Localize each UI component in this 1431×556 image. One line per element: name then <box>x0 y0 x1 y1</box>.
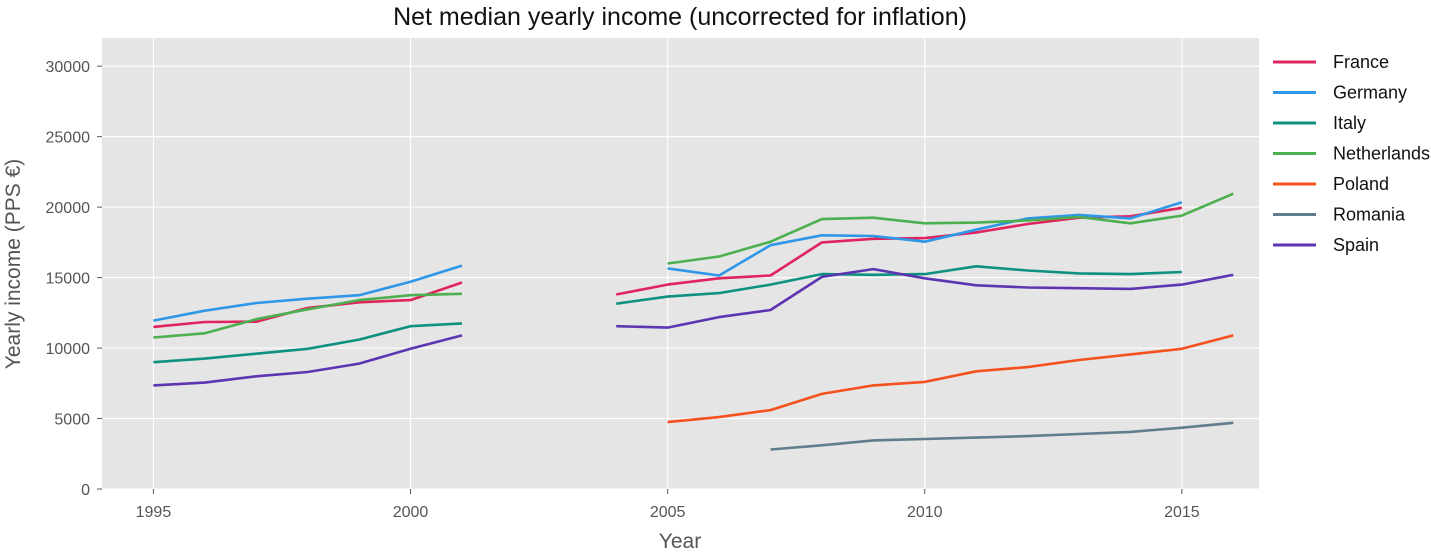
x-tick-label: 2015 <box>1164 504 1200 521</box>
x-tick-label: 2005 <box>650 504 686 521</box>
legend-label-netherlands: Netherlands <box>1333 144 1430 164</box>
x-tick-label: 2000 <box>393 504 429 521</box>
plot-area <box>102 38 1259 489</box>
series-line-netherlands <box>667 192 1234 265</box>
legend-label-germany: Germany <box>1333 83 1407 103</box>
y-tick-label: 0 <box>81 482 90 499</box>
y-tick-label: 20000 <box>46 200 91 217</box>
series-line-netherlands <box>153 292 463 339</box>
legend-label-spain: Spain <box>1333 235 1379 255</box>
series-line-spain <box>616 267 1234 329</box>
axis-ticks: 0 5000 10000 15000 20000 25000 30000 1995 2000 20… <box>46 59 1200 521</box>
y-axis-label: Yearly income (PPS €) <box>2 159 25 369</box>
series-line-germany <box>153 264 463 322</box>
series-line-france <box>153 281 463 329</box>
legend-label-france: France <box>1333 52 1389 72</box>
series-line-poland <box>667 334 1234 424</box>
series-line-spain <box>153 334 463 387</box>
y-tick-label: 5000 <box>54 412 90 429</box>
legend-label-italy: Italy <box>1333 113 1366 133</box>
y-tick-label: 30000 <box>46 59 91 76</box>
series-line-italy <box>153 322 463 364</box>
legend-label-poland: Poland <box>1333 174 1389 194</box>
y-tick-label: 10000 <box>46 341 91 358</box>
legend-label-romania: Romania <box>1333 205 1406 225</box>
x-tick-label: 1995 <box>136 504 172 521</box>
x-tick-label: 2010 <box>907 504 943 521</box>
x-axis-label: Year <box>659 530 701 551</box>
y-tick-label: 25000 <box>46 130 91 147</box>
legend: France Germany Italy Netherlands Poland Roman… <box>1273 52 1430 255</box>
series-line-romania <box>770 421 1234 451</box>
data-series <box>153 192 1234 451</box>
y-tick-label: 15000 <box>46 271 91 288</box>
series-line-germany <box>667 200 1183 277</box>
chart-title: Net median yearly income (uncorrected fo… <box>393 3 967 31</box>
